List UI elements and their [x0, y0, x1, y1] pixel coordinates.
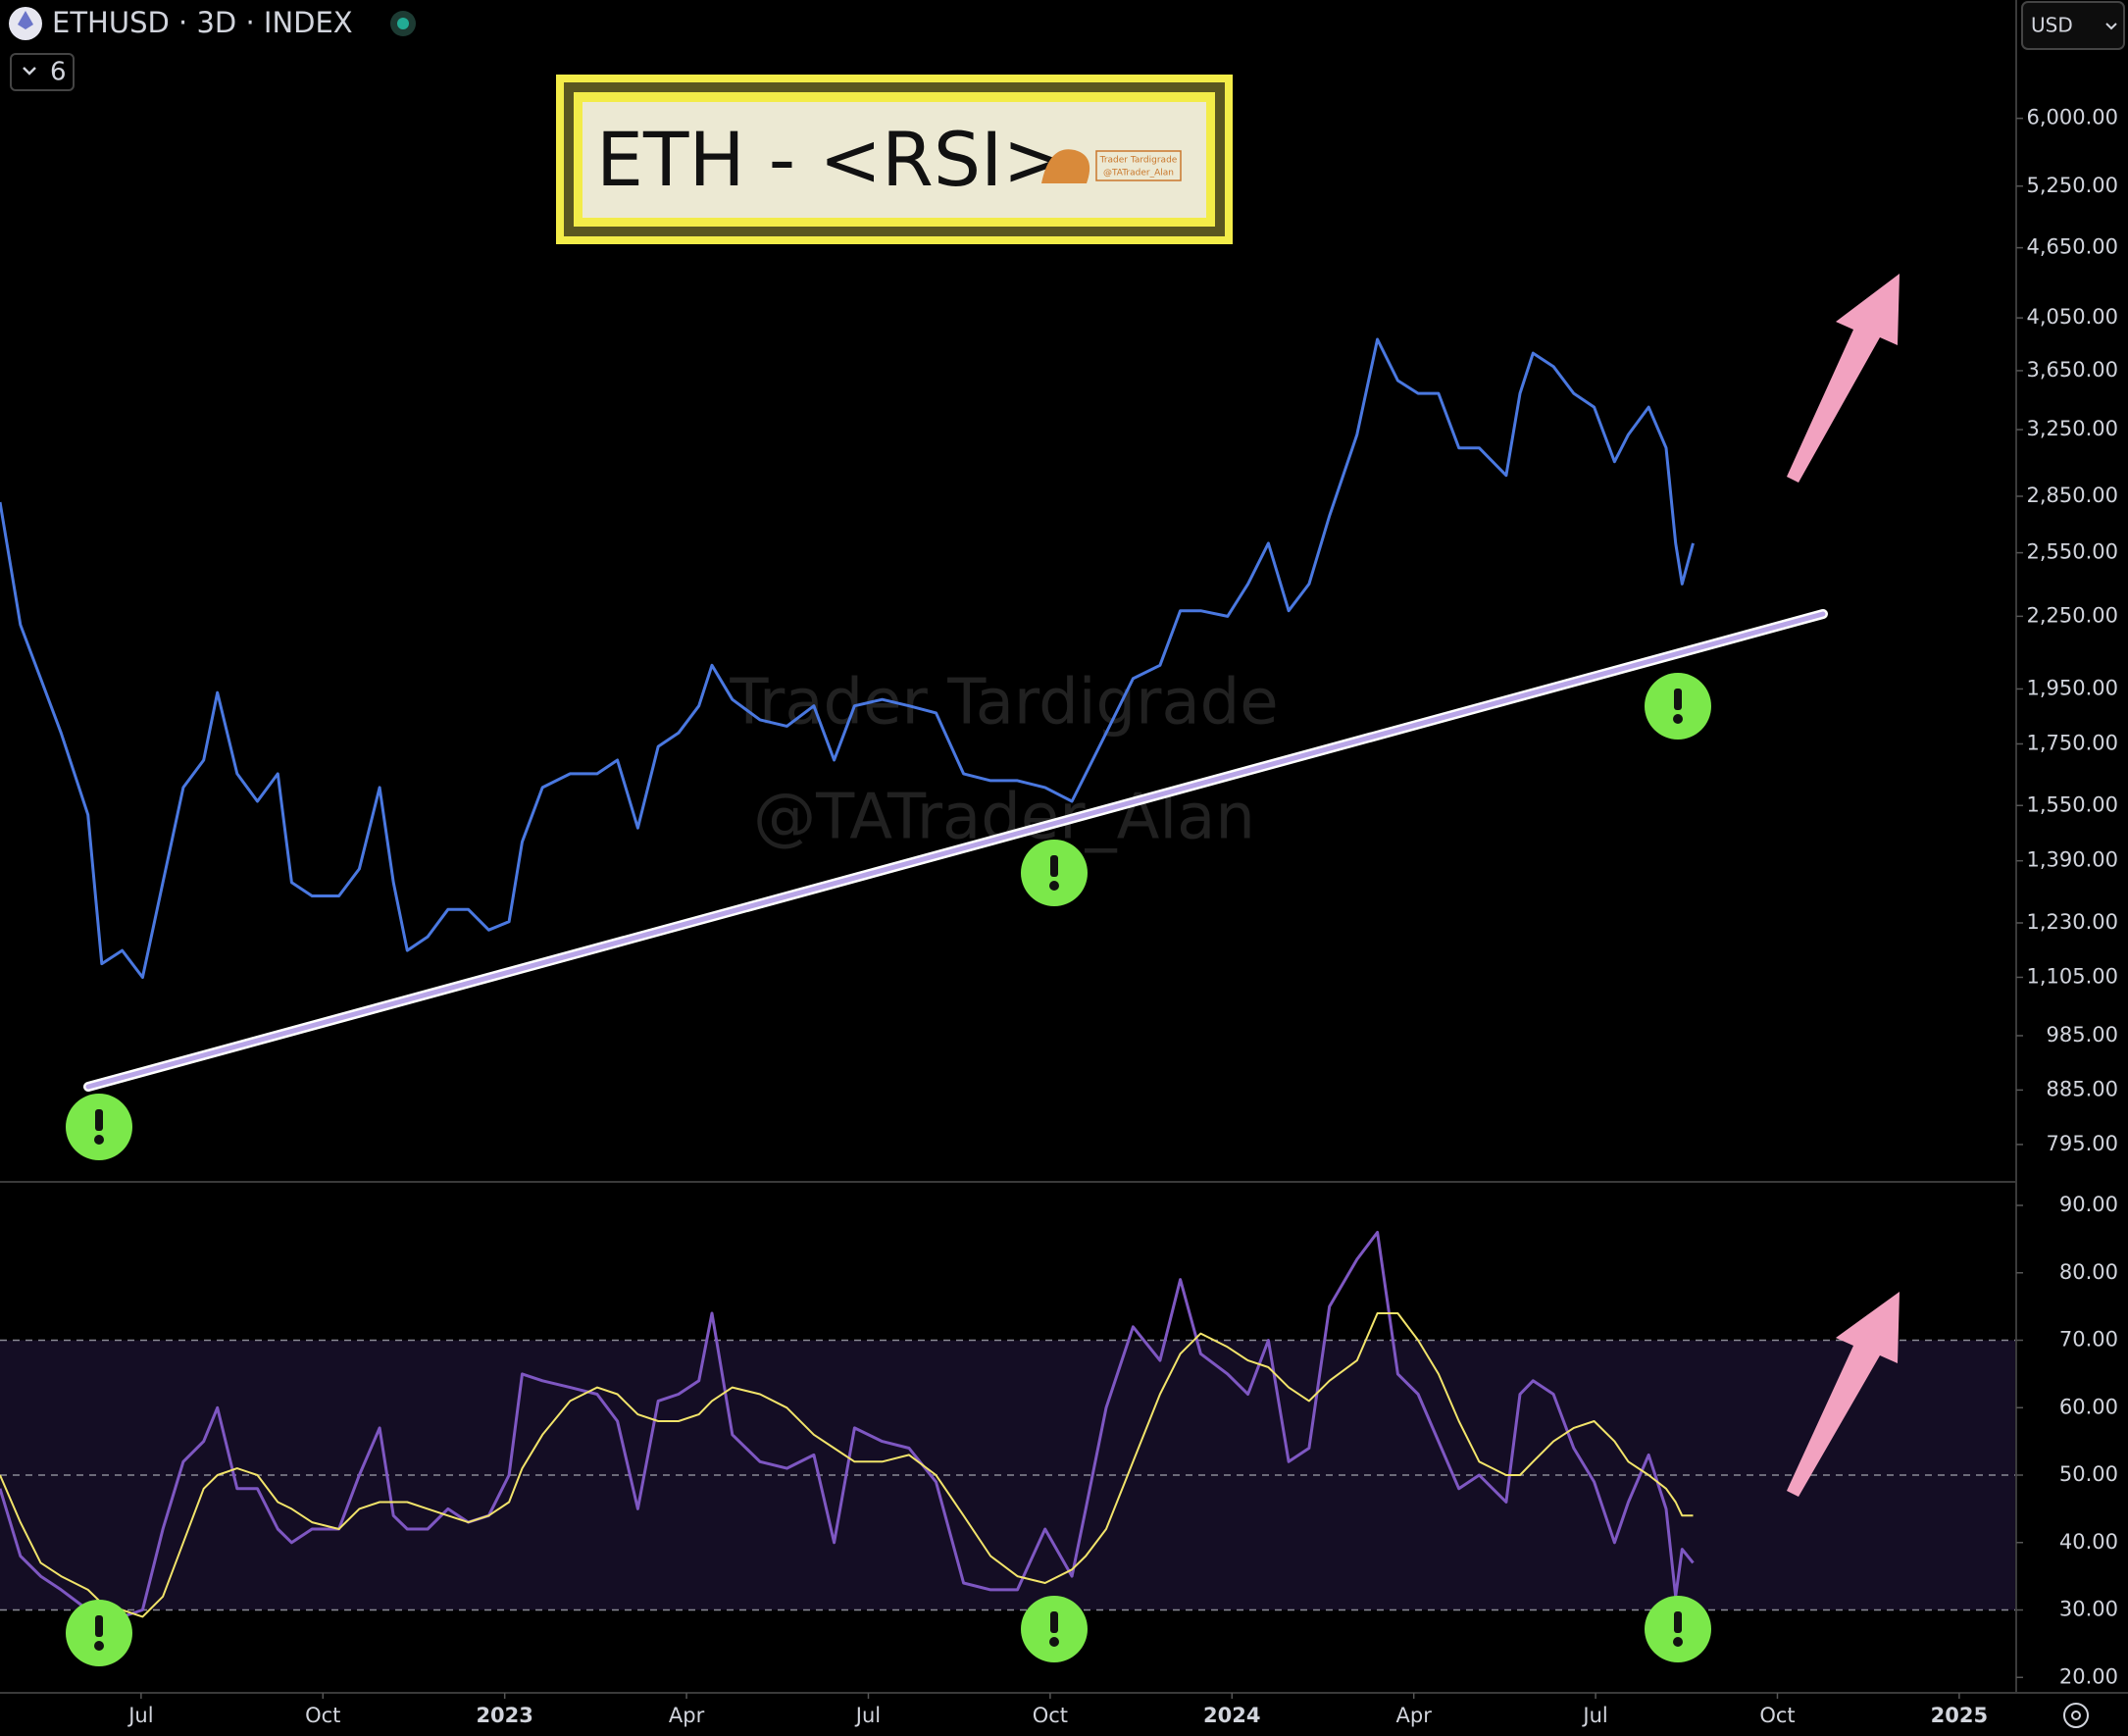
x-tick-label: Apr	[1396, 1704, 1433, 1727]
trendline	[85, 611, 1826, 1090]
chevron	[2105, 23, 2117, 30]
x-tick-label: Jul	[854, 1704, 881, 1727]
x-tick-label: 2023	[476, 1704, 532, 1727]
settings-icon[interactable]	[2063, 1703, 2089, 1728]
logo-icon	[1041, 149, 1090, 183]
y-tick-label: 5,250.00	[2026, 174, 2118, 197]
logo-handle: @TATrader_Alan	[1103, 169, 1174, 179]
x-tick-label: Apr	[669, 1704, 705, 1727]
y-tick-label: 30.00	[2059, 1598, 2118, 1621]
series-line	[0, 337, 1695, 979]
title-box-inner	[583, 102, 1206, 218]
y-tick-label: 985.00	[2047, 1023, 2118, 1047]
y-tick-label: 3,650.00	[2026, 358, 2118, 382]
title: ETH - <RSI>	[596, 116, 1065, 203]
indicator-count: 6	[50, 58, 67, 87]
currency-label: USD	[2031, 14, 2073, 37]
y-tick-label: 6,000.00	[2026, 106, 2118, 129]
y-tick-label: 3,250.00	[2026, 417, 2118, 440]
y-tick-label: 90.00	[2059, 1193, 2118, 1216]
y-tick-label: 1,105.00	[2026, 964, 2118, 988]
currency-button[interactable]	[2021, 1, 2125, 50]
y-tick-label: 1,550.00	[2026, 792, 2118, 816]
arrow-up	[1787, 274, 1900, 1497]
logo-name: Trader Tardigrade	[1099, 156, 1178, 166]
data-layer	[0, 337, 1695, 1632]
y-tick-label: 885.00	[2047, 1077, 2118, 1100]
indicator-toggle[interactable]	[10, 53, 75, 91]
x-tick-label: 2025	[1931, 1704, 1988, 1727]
x-tick-label: Oct	[1033, 1704, 1068, 1727]
symbol-title: ETHUSD · 3D · INDEX	[52, 6, 353, 39]
y-tick-label: 1,750.00	[2026, 731, 2118, 754]
x-tick-label: Jul	[1581, 1704, 1607, 1727]
y-tick-label: 2,850.00	[2026, 484, 2118, 507]
series-line	[0, 1312, 1694, 1618]
status-dot	[397, 18, 409, 29]
series-line	[0, 1231, 1695, 1632]
y-tick-label: 40.00	[2059, 1530, 2118, 1554]
y-tick-label: 50.00	[2059, 1462, 2118, 1486]
y-tick-label: 60.00	[2059, 1395, 2118, 1418]
y-tick-label: 1,390.00	[2026, 848, 2118, 872]
y-tick-label: 1,950.00	[2026, 676, 2118, 699]
y-tick-label: 795.00	[2047, 1132, 2118, 1155]
y-tick-label: 4,050.00	[2026, 305, 2118, 329]
y-tick-label: 1,230.00	[2026, 910, 2118, 934]
x-tick-label: Oct	[305, 1704, 340, 1727]
x-tick-label: 2024	[1203, 1704, 1260, 1727]
x-tick-label: Oct	[1759, 1704, 1795, 1727]
y-tick-label: 2,550.00	[2026, 540, 2118, 564]
y-tick-label: 70.00	[2059, 1328, 2118, 1352]
y-tick-label: 80.00	[2059, 1260, 2118, 1284]
y-tick-label: 2,250.00	[2026, 603, 2118, 627]
logo-frame	[1095, 150, 1182, 181]
settings-icon-core	[2071, 1710, 2081, 1720]
y-tick-label: 20.00	[2059, 1664, 2118, 1688]
chevron	[23, 67, 36, 76]
eth-icon-mark	[18, 11, 33, 29]
signal-badges	[66, 673, 1711, 1666]
y-tick-label: 4,650.00	[2026, 235, 2118, 259]
watermark: Trader Tardigrade	[729, 667, 1278, 740]
x-tick-label: Jul	[127, 1704, 153, 1727]
